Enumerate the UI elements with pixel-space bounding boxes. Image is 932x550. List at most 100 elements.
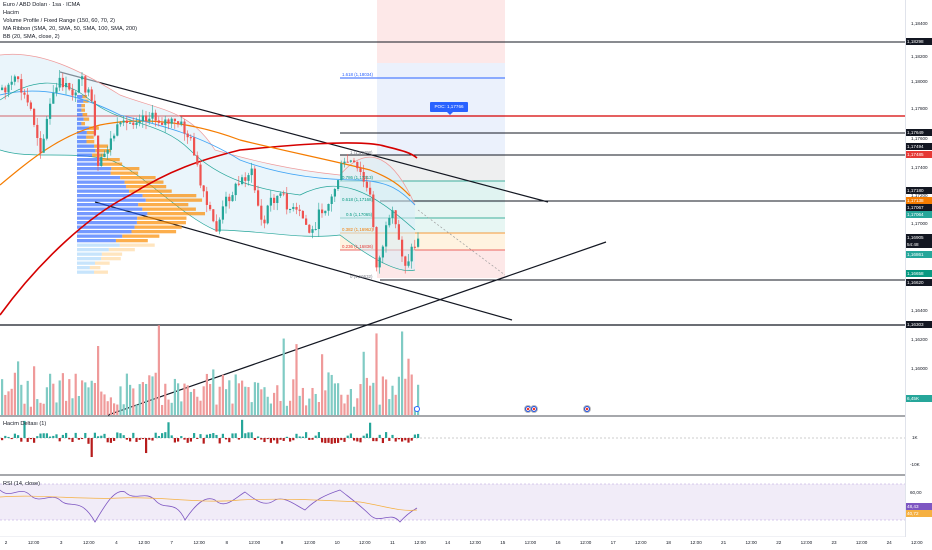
volume-histogram[interactable] (1, 325, 420, 415)
delta-bar (196, 438, 199, 440)
candle-body (122, 120, 125, 123)
delta-bar (301, 436, 304, 438)
candle-body (301, 210, 304, 219)
candle-body (100, 157, 103, 166)
time-tick: 21 (721, 540, 727, 545)
candle-body (193, 137, 196, 156)
candle-body (388, 217, 391, 226)
price-tag: 1,17649 (906, 129, 932, 136)
time-tick: 22 (776, 540, 782, 545)
volume-profile-row (77, 171, 111, 175)
candle-body (209, 204, 212, 210)
time-tick: 12:00 (414, 540, 426, 545)
price-tag: 1,17180 (906, 187, 932, 194)
volume-bar (378, 404, 381, 415)
volume-profile-row (77, 180, 125, 184)
candle-body (289, 208, 292, 210)
rsi-ma-line[interactable] (0, 495, 418, 511)
volume-bar (167, 399, 170, 415)
volume-bar (129, 384, 132, 415)
volume-bar (55, 402, 58, 415)
legend-symbol[interactable]: Euro / ABD Doları · 1sa · ICMA (3, 2, 81, 8)
volume-profile-row (77, 153, 93, 157)
fib-level-label: 0.5 (1,17065) (346, 212, 373, 217)
delta-bar (193, 433, 196, 438)
channel-upper-line[interactable] (59, 71, 549, 203)
candlestick-series[interactable] (1, 69, 420, 274)
volume-bar (362, 351, 365, 415)
price-chart[interactable] (0, 0, 905, 537)
risk-zone[interactable] (377, 0, 505, 63)
volume-profile-row (77, 207, 143, 211)
candle-body (330, 196, 333, 204)
volume-bar (170, 402, 173, 415)
candle-body (298, 209, 301, 211)
time-tick: 10 (334, 540, 340, 545)
volume-delta-histogram[interactable] (1, 419, 420, 458)
candle-body (129, 122, 132, 124)
candle-body (55, 87, 58, 93)
rsi-value-tag: 48,43 (906, 503, 932, 510)
volume-profile[interactable] (77, 95, 206, 274)
ma-50-line[interactable] (0, 90, 416, 206)
fib-level-label: 0.618 (1,17168) (342, 197, 374, 202)
price-axis[interactable] (905, 0, 932, 537)
candle-body (199, 164, 202, 186)
delta-bar (106, 438, 109, 443)
candle-body (221, 206, 224, 220)
legend-volume[interactable]: Hacim (3, 10, 19, 16)
ma-100-line[interactable] (0, 120, 411, 197)
volume-bar (324, 390, 327, 415)
volume-bar (308, 398, 311, 415)
delta-bar (388, 438, 391, 441)
legend-rsi[interactable]: RSI (14, close) (3, 481, 40, 487)
volume-profile-row (89, 266, 101, 270)
volume-profile-row (77, 212, 148, 216)
candle-body (202, 185, 205, 192)
volume-bar (321, 354, 324, 415)
candle-body (234, 183, 237, 196)
poc-badge[interactable]: POC: 1,17766 (430, 102, 468, 115)
volume-bar (20, 384, 23, 415)
volume-bar (74, 373, 77, 415)
legend-volume-delta[interactable]: Hacim Deltası (1) (3, 421, 47, 427)
volume-bar (417, 384, 420, 415)
delta-bar (305, 432, 308, 438)
legend-ma-ribbon[interactable]: MA Ribbon (SMA, 20, SMA, 50, SMA, 100, S… (3, 26, 137, 32)
volume-bar (173, 378, 176, 415)
economic-event-icon[interactable] (530, 405, 538, 413)
volume-bar (164, 383, 167, 415)
candle-body (324, 210, 327, 214)
candle-body (116, 124, 119, 136)
delta-bar (4, 435, 7, 438)
candle-body (343, 161, 346, 164)
volume-bar (36, 399, 39, 415)
candle-body (189, 137, 192, 139)
candle-body (321, 209, 324, 214)
support-trend-line[interactable] (107, 241, 607, 416)
delta-bar (17, 435, 20, 438)
candle-body (266, 205, 269, 224)
rsi-line[interactable] (0, 489, 418, 523)
price-tag: 1,17138 (906, 197, 932, 204)
delta-bar (298, 436, 301, 438)
candle-body (132, 122, 135, 125)
legend-bollinger[interactable]: BB (20, SMA, close, 2) (3, 34, 60, 40)
economic-event-icon[interactable] (583, 405, 591, 413)
rsi-ma-value-tag: 40,72 (906, 510, 932, 517)
candle-body (263, 219, 266, 224)
candle-body (237, 183, 240, 185)
delta-bar (116, 432, 119, 438)
dividend-marker-icon[interactable] (414, 406, 420, 412)
volume-bar (385, 379, 388, 415)
time-tick: 12:00 (303, 540, 316, 545)
legend-volume-profile[interactable]: Volume Profile / Fixed Range (150, 60, 7… (3, 18, 115, 24)
time-tick: 12:00 (469, 540, 481, 545)
volume-bar (215, 404, 218, 415)
ma-200-line[interactable] (0, 142, 418, 316)
candle-body (273, 197, 276, 204)
volume-bar (157, 325, 160, 415)
candle-body (378, 257, 381, 268)
candle-body (417, 238, 420, 247)
